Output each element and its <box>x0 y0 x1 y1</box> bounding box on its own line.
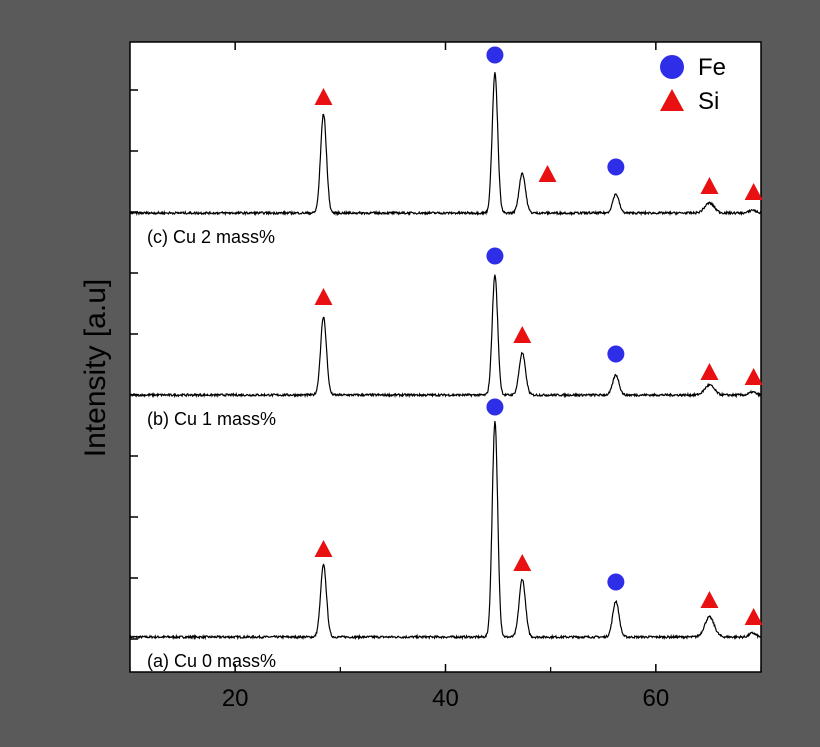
si-marker <box>744 368 763 385</box>
si-marker <box>314 288 333 305</box>
legend-label: Fe <box>698 54 726 81</box>
fe-marker <box>607 573 625 591</box>
trace-line <box>129 274 762 399</box>
legend-label: Si <box>698 88 719 115</box>
si-marker <box>700 177 719 194</box>
si-marker <box>513 554 532 571</box>
trace-labels: (a) Cu 0 mass% (b) Cu 1 mass% (c) Cu 2 mas… <box>147 227 276 671</box>
fe-marker <box>607 345 625 363</box>
trace-label: (a) Cu 0 mass% <box>147 651 276 671</box>
axis-ticks: 20 40 60 <box>129 42 762 712</box>
si-marker <box>538 165 557 182</box>
si-marker <box>314 540 333 557</box>
legend-fe-icon <box>660 55 684 79</box>
fe-marker <box>607 158 625 176</box>
plot-area <box>129 41 762 673</box>
trace-line <box>129 72 762 217</box>
x-tick-label: 40 <box>432 685 459 712</box>
si-marker <box>744 608 763 625</box>
trace-label: (c) Cu 2 mass% <box>147 227 275 247</box>
trace-label: (b) Cu 1 mass% <box>147 409 276 429</box>
traces <box>129 72 762 641</box>
trace-line <box>129 421 762 641</box>
legend-si-icon <box>660 89 684 111</box>
fe-marker <box>486 46 504 64</box>
si-marker <box>700 363 719 380</box>
fe-marker <box>486 398 504 416</box>
phase-markers <box>314 46 763 625</box>
si-marker <box>314 88 333 105</box>
si-marker <box>744 183 763 200</box>
y-axis-label: Intensity [a.u] <box>79 279 112 457</box>
x-tick-label: 60 <box>642 685 669 712</box>
x-tick-label: 20 <box>222 685 249 712</box>
si-marker <box>700 591 719 608</box>
legend: Fe Si <box>660 54 726 115</box>
fe-marker <box>486 247 504 265</box>
si-marker <box>513 326 532 343</box>
